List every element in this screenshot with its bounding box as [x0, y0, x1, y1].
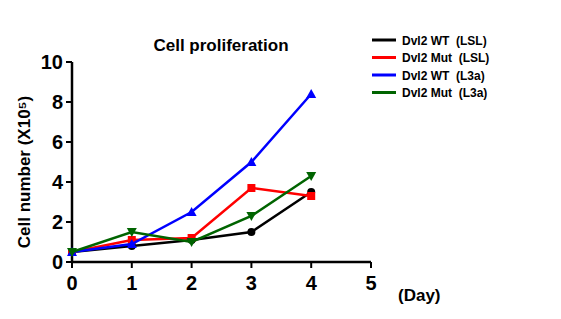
- y-tick: [66, 101, 72, 103]
- x-tick: [131, 262, 133, 268]
- data-point: [187, 238, 197, 247]
- x-tick-label: 1: [126, 272, 137, 294]
- plot-area: [67, 89, 316, 257]
- y-tick-label: 6: [52, 131, 63, 153]
- data-point: [127, 228, 137, 237]
- x-tick-label: 4: [306, 272, 318, 294]
- legend-label: Dvl2 WT (LSL): [402, 34, 487, 48]
- series: [68, 184, 315, 256]
- data-point: [247, 228, 255, 236]
- y-tick-label: 0: [52, 251, 63, 273]
- x-label: (Day): [398, 286, 441, 305]
- series-line: [72, 94, 311, 252]
- x-tick: [250, 262, 252, 268]
- chart: Cell proliferation Cell number (X10⁵) (Day…: [0, 0, 561, 319]
- series-line: [72, 176, 311, 252]
- data-point: [306, 89, 316, 98]
- x-tick-label: 2: [186, 272, 197, 294]
- y-axis: [71, 62, 74, 262]
- x-axis: [72, 261, 371, 264]
- y-tick: [66, 181, 72, 183]
- x-tick-label: 0: [66, 272, 77, 294]
- legend-label: Dvl2 Mut (LSL): [402, 51, 489, 65]
- x-tick: [310, 262, 312, 268]
- legend-swatch: [372, 91, 396, 94]
- x-tick-label: 5: [365, 272, 376, 294]
- x-tick: [191, 262, 193, 268]
- series: [67, 89, 316, 256]
- y-tick: [66, 141, 72, 143]
- data-point: [306, 172, 316, 181]
- title: Cell proliferation: [153, 36, 288, 55]
- x-tick: [71, 262, 73, 268]
- legend-label: Dvl2 Mut (L3a): [402, 86, 487, 100]
- y-tick: [66, 221, 72, 223]
- data-point: [67, 248, 77, 257]
- x-tick: [370, 262, 372, 268]
- y-tick-label: 10: [41, 51, 63, 73]
- y-tick: [66, 61, 72, 63]
- series-line: [72, 188, 311, 252]
- data-point: [187, 207, 197, 216]
- y-tick-label: 2: [52, 211, 63, 233]
- series: [67, 172, 316, 257]
- data-point: [307, 192, 315, 200]
- data-point: [246, 212, 256, 221]
- data-point: [127, 239, 137, 248]
- legend: Dvl2 WT (LSL) Dvl2 Mut (LSL) Dvl2 WT (L3a)…: [372, 34, 489, 101]
- legend-swatch: [372, 74, 396, 77]
- legend-swatch: [372, 39, 396, 42]
- data-point: [246, 157, 256, 166]
- y-label: Cell number (X10⁵): [15, 96, 34, 249]
- y-tick-label: 4: [52, 171, 64, 193]
- x-tick-label: 3: [246, 272, 257, 294]
- y-tick-label: 8: [52, 91, 63, 113]
- data-point: [247, 184, 255, 192]
- legend-label: Dvl2 WT (L3a): [402, 69, 485, 83]
- legend-swatch: [372, 56, 396, 59]
